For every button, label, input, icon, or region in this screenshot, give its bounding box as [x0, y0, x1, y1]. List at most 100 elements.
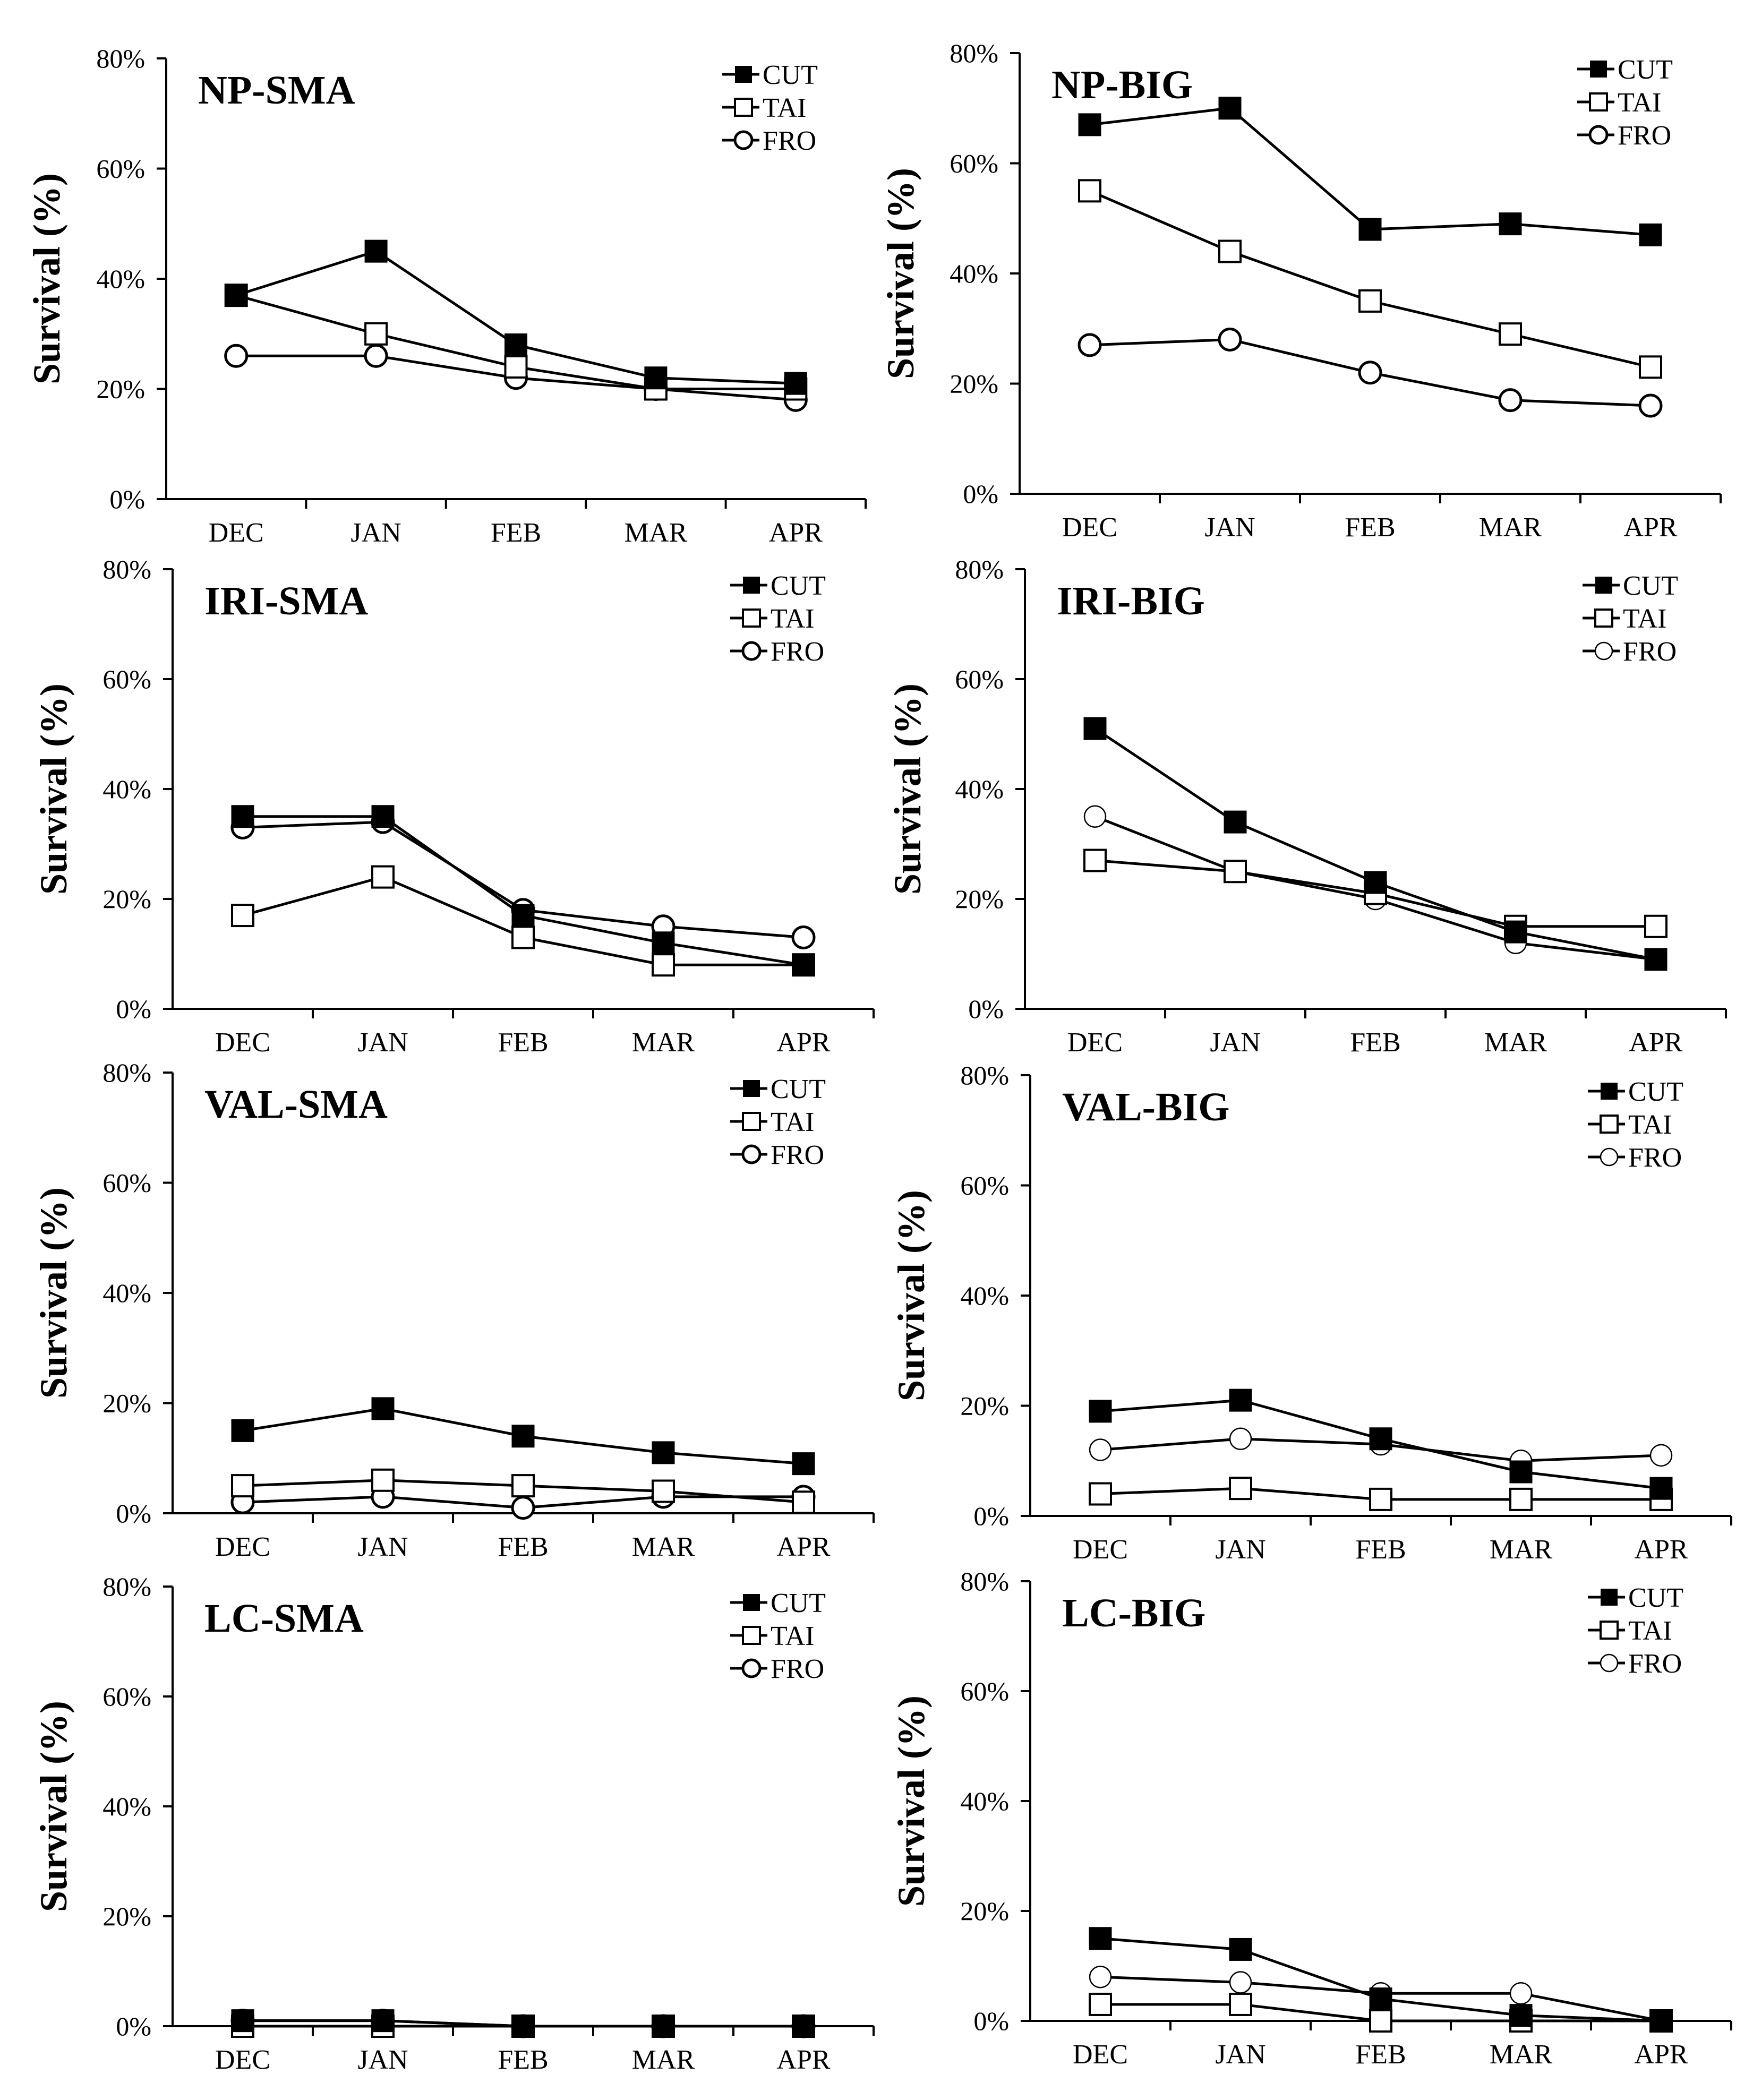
x-tick-label: FEB: [498, 2045, 548, 2075]
data-point-tai: [371, 865, 395, 889]
x-tick-label: FEB: [1355, 1535, 1406, 1565]
legend-marker: [735, 66, 752, 83]
y-tick-label: 40%: [960, 1786, 1009, 1816]
legend-marker: [1600, 1147, 1619, 1167]
data-point-cut: [1089, 1927, 1112, 1950]
x-tick-label: FEB: [1355, 2039, 1406, 2070]
x-tick-label: APR: [776, 2045, 830, 2075]
chart-panel-iri-big: 0% 20% 40% 60% 80% DEC JAN FEB MAR APR Survival (%…: [886, 554, 1727, 1058]
data-point-cut: [792, 953, 815, 976]
legend-label: FRO: [771, 637, 824, 667]
data-point-cut: [504, 333, 527, 356]
data-point-tai: [652, 953, 675, 977]
legend-marker: [1600, 1653, 1619, 1673]
data-point-tai: [1218, 239, 1242, 263]
data-point-cut: [1229, 1388, 1252, 1412]
data-point-cut: [652, 931, 675, 955]
chart-title: NP-SMA: [198, 68, 355, 113]
chart-title: LC-SMA: [204, 1596, 364, 1641]
legend-label: FRO: [763, 126, 816, 156]
y-tick-label: 0%: [963, 479, 998, 509]
x-tick-label: APR: [776, 1027, 830, 1058]
legend-label: CUT: [771, 1074, 826, 1104]
data-point-cut: [644, 366, 668, 390]
data-point-tai: [511, 925, 535, 949]
data-point-cut: [1224, 810, 1247, 834]
x-tick-label: JAN: [1204, 512, 1255, 543]
data-point-tai: [652, 1479, 675, 1503]
y-tick-label: 20%: [102, 1901, 151, 1931]
legend-label: CUT: [1618, 55, 1673, 85]
y-tick-label: 0%: [116, 994, 151, 1024]
data-point-cut: [1369, 1427, 1392, 1451]
y-tick-label: 0%: [116, 2011, 151, 2041]
chart-panel-lc-sma: 0% 20% 40% 60% 80% DEC JAN FEB MAR APR Survival (%…: [32, 1572, 875, 2075]
data-point-tai: [504, 355, 528, 379]
data-point-tai: [371, 1468, 395, 1492]
chart-title: IRI-SMA: [204, 579, 368, 623]
data-point-cut: [1504, 920, 1527, 944]
data-point-fro: [224, 344, 249, 368]
legend-label: TAI: [763, 93, 806, 123]
data-point-cut: [652, 1441, 675, 1464]
y-tick-label: 0%: [109, 484, 145, 514]
data-point-cut: [231, 805, 254, 828]
y-tick-label: 60%: [955, 664, 1004, 694]
y-tick-label: 80%: [102, 554, 151, 584]
legend-marker: [743, 1594, 760, 1611]
x-tick-label: FEB: [498, 1027, 548, 1058]
data-point-tai: [1089, 1482, 1112, 1506]
y-tick-label: 80%: [102, 1058, 151, 1087]
data-point-tai: [1369, 1487, 1392, 1511]
legend-marker: [1590, 61, 1607, 78]
x-tick-label: JAN: [1215, 2039, 1265, 2070]
series-line-cut: [1094, 727, 1656, 961]
chart-panel-val-sma: 0% 20% 40% 60% 80% DEC JAN FEB MAR APR Survival (%…: [32, 1058, 875, 1562]
chart-title: LC-BIG: [1062, 1591, 1205, 1635]
y-axis-label: Survival (%): [879, 168, 922, 379]
legend-marker: [1594, 641, 1613, 661]
y-tick-label: 60%: [96, 154, 145, 184]
data-point-cut: [1229, 1938, 1252, 1961]
legend-marker: [741, 1144, 762, 1164]
legend-marker: [734, 98, 753, 117]
y-axis-label: Survival (%): [32, 683, 75, 895]
data-point-cut: [371, 2009, 395, 2033]
x-tick-label: FEB: [1345, 512, 1395, 543]
y-tick-label: 20%: [102, 1388, 151, 1418]
legend-marker: [1600, 1621, 1619, 1640]
series-line-cut: [1089, 107, 1651, 236]
x-tick-label: FEB: [498, 1532, 548, 1562]
y-axis-label: Survival (%): [32, 1701, 75, 1912]
data-point-cut: [784, 372, 807, 395]
y-tick-label: 40%: [960, 1281, 1009, 1310]
y-tick-label: 60%: [950, 149, 998, 178]
x-tick-label: MAR: [1490, 1535, 1553, 1565]
y-tick-label: 40%: [96, 264, 145, 294]
data-point-cut: [1649, 2009, 1673, 2033]
x-tick-label: APR: [776, 1532, 830, 1562]
y-tick-label: 20%: [950, 369, 998, 399]
x-tick-label: MAR: [1479, 512, 1542, 543]
legend-label: CUT: [771, 571, 826, 601]
data-point-tai: [1639, 355, 1662, 379]
chart-panel-np-sma: 0% 20% 40% 60% 80% DEC JAN FEB MAR APR Survival (%…: [25, 44, 867, 548]
data-point-cut: [231, 2009, 254, 2033]
y-tick-label: 80%: [960, 1566, 1009, 1596]
data-point-fro: [1218, 328, 1242, 352]
legend-label: TAI: [1628, 1616, 1672, 1646]
legend-label: TAI: [1618, 88, 1661, 118]
data-point-fro: [1229, 1427, 1252, 1450]
x-tick-label: APR: [1629, 1027, 1682, 1058]
y-tick-label: 60%: [102, 664, 151, 694]
data-point-tai: [1644, 914, 1668, 938]
data-point-fro: [1083, 805, 1107, 828]
data-point-cut: [1509, 1460, 1533, 1484]
x-tick-label: JAN: [1215, 1535, 1265, 1565]
data-point-fro: [1649, 1444, 1673, 1467]
data-point-cut: [1218, 97, 1242, 120]
data-point-cut: [1644, 948, 1668, 971]
data-point-tai: [1089, 1992, 1112, 2016]
legend-marker: [1600, 1115, 1619, 1134]
